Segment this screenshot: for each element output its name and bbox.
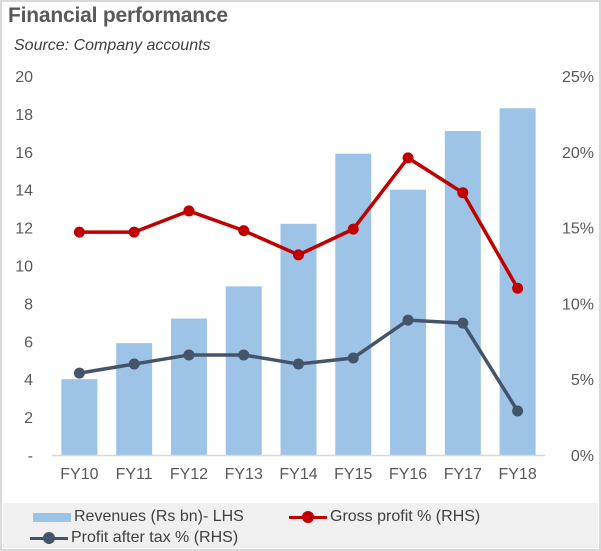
revenue-bar <box>61 379 98 455</box>
profit-after-tax-rhs-marker <box>183 349 195 361</box>
legend-item-gross-profit: Gross profit % (RHS) <box>289 507 480 527</box>
revenue-bars <box>61 108 536 455</box>
x-tick-label: FY14 <box>279 466 317 483</box>
left-tick-label: - <box>28 448 33 465</box>
left-tick-label: 14 <box>15 183 33 200</box>
left-tick-label: 6 <box>24 334 33 351</box>
profit-after-tax-rhs-marker <box>457 317 469 329</box>
gross-profit-rhs-marker <box>183 205 195 217</box>
x-tick-label: FY12 <box>170 466 208 483</box>
left-axis: - 2 4 6 8 10 12 14 16 18 20 <box>15 69 33 465</box>
revenue-bar <box>335 153 372 455</box>
profit-after-tax-rhs-marker <box>347 352 359 364</box>
gross-profit-rhs-marker <box>73 226 85 238</box>
x-tick-label: FY17 <box>444 466 482 483</box>
left-tick-label: 2 <box>24 410 33 427</box>
profit-after-tax-rhs-marker <box>73 367 85 379</box>
right-tick-label: 15% <box>562 221 594 238</box>
legend-label: Profit after tax % (RHS) <box>71 529 239 546</box>
left-tick-label: 12 <box>15 221 33 238</box>
legend-item-revenues: Revenues (Rs bn)- LHS <box>33 507 244 527</box>
right-tick-label: 0% <box>571 448 594 465</box>
legend-label: Revenues (Rs bn)- LHS <box>74 508 244 525</box>
right-tick-label: 10% <box>562 296 594 313</box>
x-tick-label: FY18 <box>498 466 536 483</box>
left-tick-label: 4 <box>24 372 33 389</box>
left-tick-label: 8 <box>24 296 33 313</box>
right-tick-label: 5% <box>571 372 594 389</box>
revenue-bar <box>225 286 262 455</box>
legend-item-profit-after-tax: Profit after tax % (RHS) <box>30 528 238 548</box>
right-tick-label: 20% <box>562 145 594 162</box>
x-axis: FY10 FY11 FY12 FY13 FY14 FY15 FY16 FY17 FY18 <box>60 466 537 483</box>
right-axis: 0% 5% 10% 15% 20% 25% <box>562 69 594 465</box>
legend-swatch-bar <box>33 512 71 522</box>
revenue-bar <box>444 130 481 455</box>
line-series <box>73 152 524 417</box>
gross-profit-rhs-marker <box>512 282 524 294</box>
legend-swatch-line <box>30 532 68 544</box>
gross-profit-rhs-marker <box>293 249 304 261</box>
profit-after-tax-rhs-marker <box>128 358 140 370</box>
x-tick-label: FY15 <box>334 466 372 483</box>
gross-profit-rhs-marker <box>347 223 359 235</box>
legend-label: Gross profit % (RHS) <box>330 508 481 525</box>
x-tick-label: FY11 <box>116 466 153 483</box>
legend-swatch-line <box>289 511 327 523</box>
gross-profit-rhs-marker <box>238 225 250 237</box>
revenue-bar <box>170 318 207 455</box>
x-tick-label: FY10 <box>60 466 98 483</box>
left-tick-label: 16 <box>15 145 33 162</box>
chart-subtitle: Source: Company accounts <box>14 37 211 54</box>
profit-after-tax-rhs-marker <box>293 358 304 370</box>
profit-after-tax-rhs-marker <box>238 349 250 361</box>
profit-after-tax-rhs-marker <box>512 405 524 417</box>
gross-profit-rhs-marker <box>457 187 469 199</box>
gross-profit-rhs-marker <box>128 226 140 238</box>
left-tick-label: 20 <box>15 69 33 86</box>
legend: Revenues (Rs bn)- LHS Gross profit % (RH… <box>3 503 598 548</box>
revenue-bar <box>499 108 536 455</box>
profit-after-tax-rhs-marker <box>402 314 414 326</box>
chart-title: Financial performance <box>8 4 228 27</box>
left-tick-label: 18 <box>15 107 33 124</box>
revenue-bar <box>280 223 317 455</box>
gross-profit-rhs-marker <box>402 152 414 164</box>
left-tick-label: 10 <box>15 259 33 276</box>
x-tick-label: FY16 <box>389 466 427 483</box>
x-tick-label: FY13 <box>225 466 263 483</box>
right-tick-label: 25% <box>562 69 594 86</box>
